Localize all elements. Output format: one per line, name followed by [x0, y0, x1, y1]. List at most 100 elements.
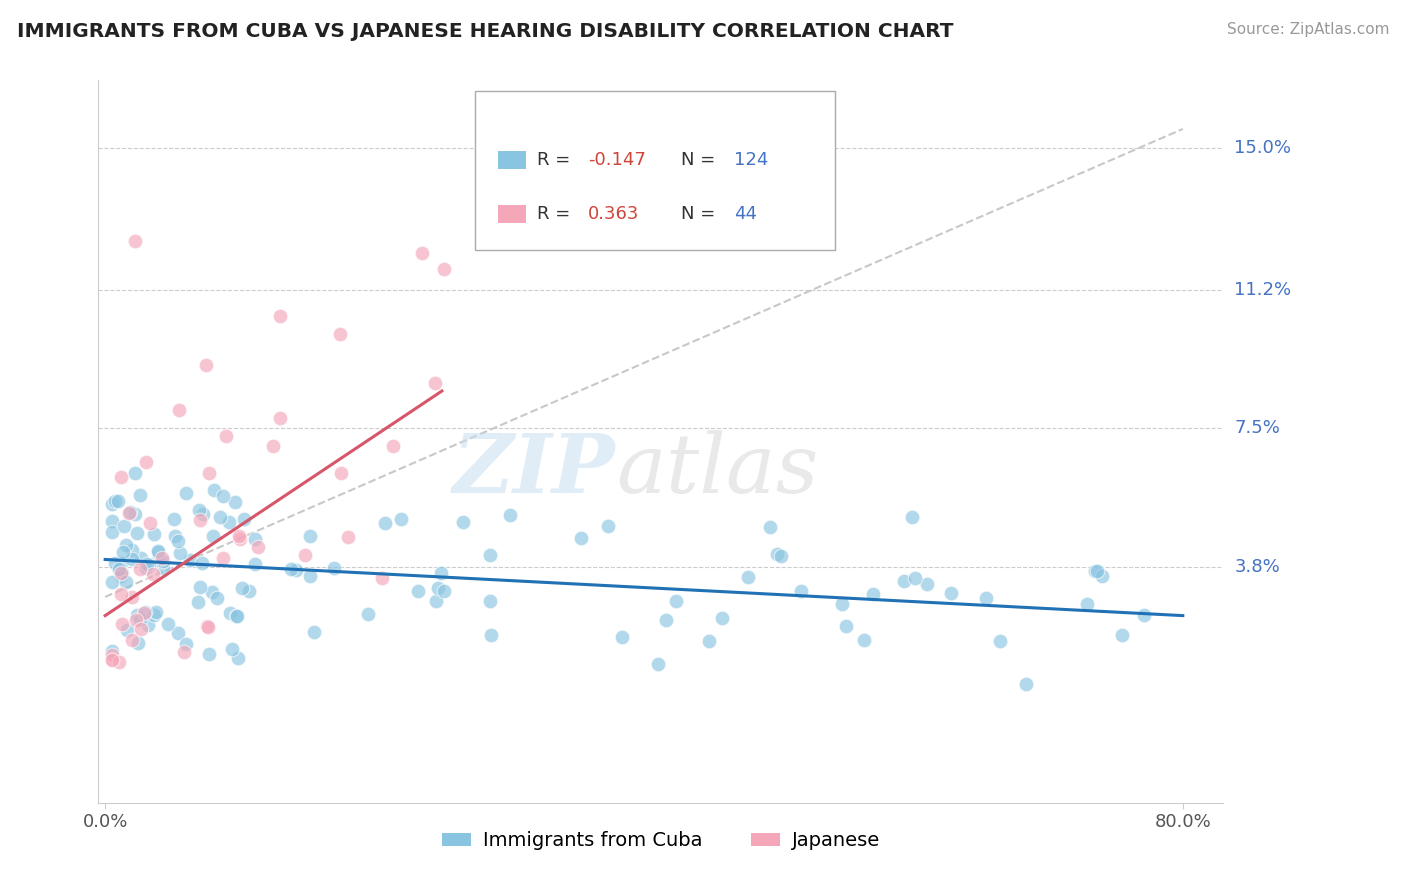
Point	[118, 506, 141, 520]
Point	[135, 455, 157, 469]
Text: R =: R =	[537, 205, 576, 223]
Point	[1014, 677, 1036, 691]
Point	[138, 558, 160, 573]
Point	[167, 533, 190, 548]
Text: N =: N =	[681, 151, 721, 169]
Point	[453, 516, 475, 530]
Text: 15.0%: 15.0%	[1234, 138, 1291, 157]
Point	[835, 619, 858, 633]
Point	[136, 618, 159, 632]
Point	[212, 551, 235, 566]
Point	[569, 531, 592, 545]
Point	[427, 581, 450, 595]
Point	[202, 483, 225, 498]
Point	[433, 583, 456, 598]
Point	[110, 566, 132, 580]
Point	[337, 530, 360, 544]
Point	[425, 376, 447, 390]
Point	[169, 546, 191, 560]
Point	[174, 486, 197, 500]
Point	[139, 516, 162, 531]
Text: Source: ZipAtlas.com: Source: ZipAtlas.com	[1226, 22, 1389, 37]
Point	[218, 515, 240, 529]
Point	[221, 642, 243, 657]
Point	[129, 488, 152, 502]
Point	[411, 246, 433, 260]
Point	[790, 584, 813, 599]
Point	[186, 595, 208, 609]
Point	[115, 575, 138, 590]
Point	[167, 402, 190, 417]
Point	[226, 650, 249, 665]
Point	[188, 503, 211, 517]
Point	[101, 497, 124, 511]
Point	[269, 410, 291, 425]
Point	[101, 652, 124, 666]
Point	[430, 566, 453, 580]
Point	[107, 562, 129, 576]
Point	[298, 529, 321, 543]
Point	[124, 507, 146, 521]
Point	[245, 557, 267, 571]
Point	[195, 358, 218, 372]
Point	[108, 656, 131, 670]
Point	[156, 616, 179, 631]
Point	[1076, 597, 1098, 611]
Point	[499, 508, 522, 522]
Point	[131, 622, 153, 636]
Point	[479, 548, 502, 562]
Point	[197, 466, 219, 480]
Text: 44: 44	[734, 205, 756, 223]
Text: 124: 124	[734, 151, 768, 169]
Point	[107, 494, 129, 508]
Point	[142, 566, 165, 581]
Point	[174, 637, 197, 651]
Point	[191, 556, 214, 570]
Point	[976, 591, 998, 605]
Point	[243, 532, 266, 546]
Point	[198, 648, 221, 662]
Point	[135, 557, 157, 571]
Point	[1133, 607, 1156, 622]
Point	[110, 470, 132, 484]
Point	[323, 561, 346, 575]
Point	[101, 648, 124, 663]
FancyBboxPatch shape	[475, 91, 835, 250]
Point	[128, 561, 150, 575]
Point	[770, 549, 793, 563]
Point	[101, 575, 124, 590]
Point	[596, 519, 619, 533]
Point	[229, 532, 252, 546]
Point	[831, 597, 853, 611]
Point	[167, 626, 190, 640]
Point	[901, 509, 924, 524]
Point	[269, 309, 291, 323]
Point	[111, 566, 134, 580]
Point	[479, 628, 502, 642]
Point	[110, 569, 132, 583]
Point	[262, 439, 284, 453]
Point	[759, 520, 782, 534]
Point	[152, 553, 174, 567]
Text: 3.8%: 3.8%	[1234, 558, 1279, 576]
Point	[209, 510, 232, 524]
Point	[665, 593, 688, 607]
Text: -0.147: -0.147	[588, 151, 645, 169]
Point	[238, 584, 260, 599]
Point	[132, 606, 155, 620]
Point	[329, 467, 352, 481]
Point	[127, 636, 149, 650]
Point	[697, 634, 720, 648]
Point	[121, 552, 143, 566]
Point	[737, 570, 759, 584]
Point	[110, 556, 132, 570]
Point	[766, 547, 789, 561]
Point	[215, 429, 238, 443]
Point	[145, 605, 167, 619]
Point	[219, 606, 242, 620]
Point	[294, 548, 316, 562]
Text: 11.2%: 11.2%	[1234, 281, 1292, 299]
Point	[329, 326, 352, 341]
Point	[125, 526, 148, 541]
Point	[188, 580, 211, 594]
